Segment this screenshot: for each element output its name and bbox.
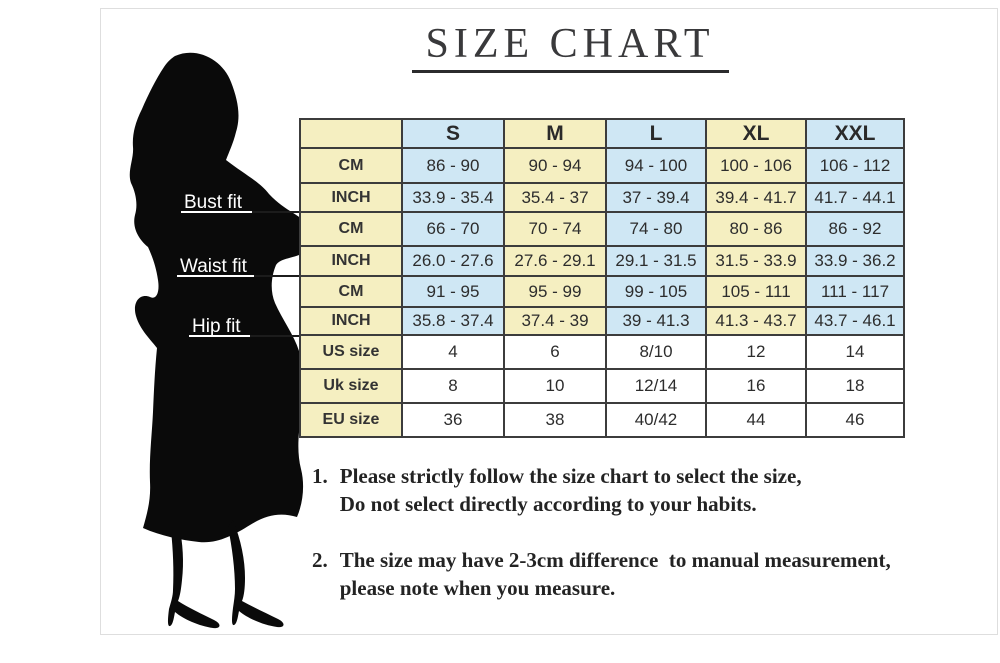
table-cell: 66 - 70 xyxy=(403,213,503,245)
note-2-line-2: please note when you measure. xyxy=(339,576,616,600)
row-label: CM xyxy=(301,213,401,245)
table-cell: 26.0 - 27.6 xyxy=(403,247,503,275)
table-cell: 31.5 - 33.9 xyxy=(707,247,805,275)
row-label: INCH xyxy=(301,184,401,211)
note-1-line-2: Do not select directly according to your… xyxy=(339,492,757,516)
table-cell: 36 xyxy=(403,404,503,436)
note-1-line-1: Please strictly follow the size chart to… xyxy=(339,464,802,488)
table-cell: 90 - 94 xyxy=(505,149,605,182)
column-header-xxl: XXL xyxy=(807,120,903,147)
table-cell: 44 xyxy=(707,404,805,436)
hip-fit-underline xyxy=(189,335,250,337)
column-header-xl: XL xyxy=(707,120,805,147)
row-label: INCH xyxy=(301,308,401,334)
table-cell: 14 xyxy=(807,336,903,368)
image-frame-border xyxy=(100,8,998,635)
note-2-text: The size may have 2-3cm difference to ma… xyxy=(340,546,891,602)
waist-fit-underline xyxy=(177,275,254,277)
table-cell: 35.4 - 37 xyxy=(505,184,605,211)
table-cell: 35.8 - 37.4 xyxy=(403,308,503,334)
waist-fit-label: Waist fit xyxy=(180,256,247,277)
table-cell: 111 - 117 xyxy=(807,277,903,306)
table-cell: 4 xyxy=(403,336,503,368)
row-label: CM xyxy=(301,277,401,306)
size-chart-table: S M L XL XXL CM 86 - 90 90 - 94 94 - 100 100 - 10… xyxy=(299,118,905,438)
table-cell: 10 xyxy=(505,370,605,402)
silhouette-body xyxy=(129,52,312,543)
table-cell: 41.3 - 43.7 xyxy=(707,308,805,334)
table-cell: 43.7 - 46.1 xyxy=(807,308,903,334)
waist-fit-pointer-line xyxy=(254,275,299,277)
note-1: 1. Please strictly follow the size chart… xyxy=(312,462,802,518)
table-cell: 106 - 112 xyxy=(807,149,903,182)
table-cell: 86 - 92 xyxy=(807,213,903,245)
note-1-text: Please strictly follow the size chart to… xyxy=(340,462,802,518)
table-cell: 8/10 xyxy=(607,336,705,368)
title-underline xyxy=(412,70,729,73)
table-cell: 86 - 90 xyxy=(403,149,503,182)
table-cell: 46 xyxy=(807,404,903,436)
row-label: INCH xyxy=(301,247,401,275)
row-label: Uk size xyxy=(301,370,401,402)
table-cell: 39.4 - 41.7 xyxy=(707,184,805,211)
bust-fit-pointer-line xyxy=(252,211,299,213)
table-cell: 29.1 - 31.5 xyxy=(607,247,705,275)
silhouette-right-leg xyxy=(228,520,284,628)
table-cell: 39 - 41.3 xyxy=(607,308,705,334)
table-cell: 105 - 111 xyxy=(707,277,805,306)
row-label: EU size xyxy=(301,404,401,436)
row-label: CM xyxy=(301,149,401,182)
row-label: US size xyxy=(301,336,401,368)
hip-fit-label: Hip fit xyxy=(192,316,241,337)
table-cell: 12 xyxy=(707,336,805,368)
table-corner-cell xyxy=(301,120,401,147)
table-cell: 33.9 - 35.4 xyxy=(403,184,503,211)
note-1-number: 1. xyxy=(312,464,328,488)
table-cell: 70 - 74 xyxy=(505,213,605,245)
table-cell: 100 - 106 xyxy=(707,149,805,182)
silhouette-left-leg xyxy=(168,524,220,629)
table-cell: 74 - 80 xyxy=(607,213,705,245)
page-title: SIZE CHART xyxy=(425,21,715,67)
table-cell: 16 xyxy=(707,370,805,402)
table-cell: 37 - 39.4 xyxy=(607,184,705,211)
table-cell: 38 xyxy=(505,404,605,436)
note-2-line-1: The size may have 2-3cm difference to ma… xyxy=(339,548,891,572)
table-cell: 8 xyxy=(403,370,503,402)
note-2-number: 2. xyxy=(312,548,328,572)
table-cell: 37.4 - 39 xyxy=(505,308,605,334)
hip-fit-pointer-line xyxy=(250,335,299,337)
table-cell: 18 xyxy=(807,370,903,402)
column-header-s: S xyxy=(403,120,503,147)
table-cell: 33.9 - 36.2 xyxy=(807,247,903,275)
table-cell: 41.7 - 44.1 xyxy=(807,184,903,211)
table-cell: 27.6 - 29.1 xyxy=(505,247,605,275)
table-cell: 99 - 105 xyxy=(607,277,705,306)
woman-silhouette xyxy=(129,52,312,629)
table-cell: 12/14 xyxy=(607,370,705,402)
table-cell: 6 xyxy=(505,336,605,368)
table-cell: 95 - 99 xyxy=(505,277,605,306)
table-cell: 91 - 95 xyxy=(403,277,503,306)
bust-fit-label: Bust fit xyxy=(184,192,243,213)
column-header-l: L xyxy=(607,120,705,147)
bust-fit-underline xyxy=(181,211,252,213)
table-cell: 40/42 xyxy=(607,404,705,436)
column-header-m: M xyxy=(505,120,605,147)
note-2: 2. The size may have 2-3cm difference to… xyxy=(312,546,891,602)
table-cell: 94 - 100 xyxy=(607,149,705,182)
table-cell: 80 - 86 xyxy=(707,213,805,245)
